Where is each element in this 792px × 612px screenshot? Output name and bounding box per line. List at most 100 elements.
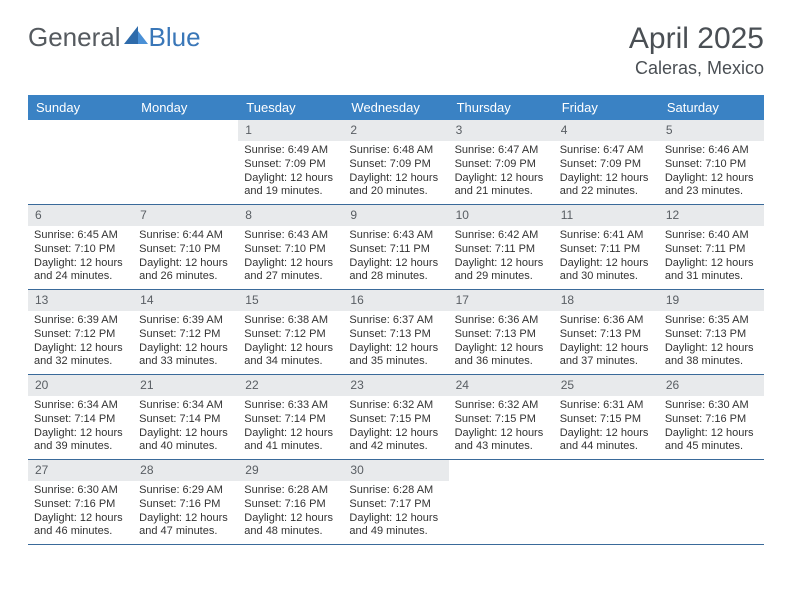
day-of-week-cell: Tuesday: [238, 95, 343, 120]
day-body: Sunrise: 6:34 AMSunset: 7:14 PMDaylight:…: [28, 396, 133, 459]
header: General Blue April 2025 Caleras, Mexico: [28, 22, 764, 79]
page-title-month: April 2025: [629, 22, 764, 56]
day-number: 11: [554, 205, 659, 226]
sunset-text: Sunset: 7:11 PM: [455, 243, 548, 257]
sunset-text: Sunset: 7:16 PM: [244, 498, 337, 512]
calendar-day-empty: [659, 460, 764, 544]
sunrise-text: Sunrise: 6:30 AM: [34, 484, 127, 498]
day-body: Sunrise: 6:43 AMSunset: 7:10 PMDaylight:…: [238, 226, 343, 289]
calendar-day-cell: 8Sunrise: 6:43 AMSunset: 7:10 PMDaylight…: [238, 205, 343, 289]
daylight-text: Daylight: 12 hours and 42 minutes.: [349, 427, 442, 455]
logo: General Blue: [28, 22, 201, 53]
calendar-day-cell: 7Sunrise: 6:44 AMSunset: 7:10 PMDaylight…: [133, 205, 238, 289]
daylight-text: Daylight: 12 hours and 41 minutes.: [244, 427, 337, 455]
calendar-day-cell: 6Sunrise: 6:45 AMSunset: 7:10 PMDaylight…: [28, 205, 133, 289]
day-body: Sunrise: 6:32 AMSunset: 7:15 PMDaylight:…: [343, 396, 448, 459]
sunset-text: Sunset: 7:10 PM: [34, 243, 127, 257]
sunrise-text: Sunrise: 6:34 AM: [139, 399, 232, 413]
day-number: 19: [659, 290, 764, 311]
sunrise-text: Sunrise: 6:39 AM: [139, 314, 232, 328]
day-number: 27: [28, 460, 133, 481]
day-body: Sunrise: 6:47 AMSunset: 7:09 PMDaylight:…: [449, 141, 554, 204]
sunset-text: Sunset: 7:13 PM: [560, 328, 653, 342]
day-body: Sunrise: 6:37 AMSunset: 7:13 PMDaylight:…: [343, 311, 448, 374]
day-of-week-cell: Thursday: [449, 95, 554, 120]
sunrise-text: Sunrise: 6:45 AM: [34, 229, 127, 243]
day-body: Sunrise: 6:44 AMSunset: 7:10 PMDaylight:…: [133, 226, 238, 289]
calendar-day-empty: [449, 460, 554, 544]
day-number: 16: [343, 290, 448, 311]
page-title-location: Caleras, Mexico: [629, 58, 764, 79]
sunset-text: Sunset: 7:12 PM: [244, 328, 337, 342]
day-body: Sunrise: 6:42 AMSunset: 7:11 PMDaylight:…: [449, 226, 554, 289]
sunset-text: Sunset: 7:16 PM: [139, 498, 232, 512]
calendar-day-cell: 25Sunrise: 6:31 AMSunset: 7:15 PMDayligh…: [554, 375, 659, 459]
sunset-text: Sunset: 7:11 PM: [665, 243, 758, 257]
calendar-day-cell: 22Sunrise: 6:33 AMSunset: 7:14 PMDayligh…: [238, 375, 343, 459]
sunrise-text: Sunrise: 6:47 AM: [455, 144, 548, 158]
day-number: 25: [554, 375, 659, 396]
calendar-day-empty: [28, 120, 133, 204]
sunrise-text: Sunrise: 6:34 AM: [34, 399, 127, 413]
calendar-day-cell: 5Sunrise: 6:46 AMSunset: 7:10 PMDaylight…: [659, 120, 764, 204]
day-number: 21: [133, 375, 238, 396]
day-number: 17: [449, 290, 554, 311]
calendar-day-cell: 12Sunrise: 6:40 AMSunset: 7:11 PMDayligh…: [659, 205, 764, 289]
day-number: 20: [28, 375, 133, 396]
daylight-text: Daylight: 12 hours and 29 minutes.: [455, 257, 548, 285]
day-number: 7: [133, 205, 238, 226]
day-body: Sunrise: 6:36 AMSunset: 7:13 PMDaylight:…: [554, 311, 659, 374]
daylight-text: Daylight: 12 hours and 26 minutes.: [139, 257, 232, 285]
day-body: Sunrise: 6:29 AMSunset: 7:16 PMDaylight:…: [133, 481, 238, 544]
day-body: Sunrise: 6:31 AMSunset: 7:15 PMDaylight:…: [554, 396, 659, 459]
day-body: Sunrise: 6:30 AMSunset: 7:16 PMDaylight:…: [659, 396, 764, 459]
day-of-week-header: SundayMondayTuesdayWednesdayThursdayFrid…: [28, 95, 764, 120]
sunrise-text: Sunrise: 6:28 AM: [244, 484, 337, 498]
calendar-week-row: 20Sunrise: 6:34 AMSunset: 7:14 PMDayligh…: [28, 375, 764, 460]
daylight-text: Daylight: 12 hours and 35 minutes.: [349, 342, 442, 370]
daylight-text: Daylight: 12 hours and 49 minutes.: [349, 512, 442, 540]
sunrise-text: Sunrise: 6:46 AM: [665, 144, 758, 158]
sunset-text: Sunset: 7:11 PM: [560, 243, 653, 257]
sunrise-text: Sunrise: 6:40 AM: [665, 229, 758, 243]
calendar-day-cell: 10Sunrise: 6:42 AMSunset: 7:11 PMDayligh…: [449, 205, 554, 289]
sunset-text: Sunset: 7:10 PM: [244, 243, 337, 257]
day-number: 26: [659, 375, 764, 396]
daylight-text: Daylight: 12 hours and 34 minutes.: [244, 342, 337, 370]
daylight-text: Daylight: 12 hours and 20 minutes.: [349, 172, 442, 200]
day-body: Sunrise: 6:39 AMSunset: 7:12 PMDaylight:…: [133, 311, 238, 374]
calendar-day-cell: 30Sunrise: 6:28 AMSunset: 7:17 PMDayligh…: [343, 460, 448, 544]
sunset-text: Sunset: 7:13 PM: [665, 328, 758, 342]
day-number: 9: [343, 205, 448, 226]
day-of-week-cell: Saturday: [659, 95, 764, 120]
daylight-text: Daylight: 12 hours and 24 minutes.: [34, 257, 127, 285]
calendar-day-cell: 20Sunrise: 6:34 AMSunset: 7:14 PMDayligh…: [28, 375, 133, 459]
day-of-week-cell: Monday: [133, 95, 238, 120]
sunrise-text: Sunrise: 6:39 AM: [34, 314, 127, 328]
daylight-text: Daylight: 12 hours and 21 minutes.: [455, 172, 548, 200]
daylight-text: Daylight: 12 hours and 27 minutes.: [244, 257, 337, 285]
calendar-week-row: 6Sunrise: 6:45 AMSunset: 7:10 PMDaylight…: [28, 205, 764, 290]
sunrise-text: Sunrise: 6:36 AM: [455, 314, 548, 328]
calendar-day-cell: 27Sunrise: 6:30 AMSunset: 7:16 PMDayligh…: [28, 460, 133, 544]
day-number: 14: [133, 290, 238, 311]
daylight-text: Daylight: 12 hours and 28 minutes.: [349, 257, 442, 285]
title-block: April 2025 Caleras, Mexico: [629, 22, 764, 79]
sunset-text: Sunset: 7:10 PM: [139, 243, 232, 257]
calendar-week-row: 13Sunrise: 6:39 AMSunset: 7:12 PMDayligh…: [28, 290, 764, 375]
daylight-text: Daylight: 12 hours and 31 minutes.: [665, 257, 758, 285]
calendar: SundayMondayTuesdayWednesdayThursdayFrid…: [28, 95, 764, 545]
day-body: Sunrise: 6:38 AMSunset: 7:12 PMDaylight:…: [238, 311, 343, 374]
sunset-text: Sunset: 7:12 PM: [139, 328, 232, 342]
calendar-day-cell: 14Sunrise: 6:39 AMSunset: 7:12 PMDayligh…: [133, 290, 238, 374]
sunrise-text: Sunrise: 6:36 AM: [560, 314, 653, 328]
day-number: 1: [238, 120, 343, 141]
calendar-day-cell: 13Sunrise: 6:39 AMSunset: 7:12 PMDayligh…: [28, 290, 133, 374]
calendar-day-cell: 15Sunrise: 6:38 AMSunset: 7:12 PMDayligh…: [238, 290, 343, 374]
daylight-text: Daylight: 12 hours and 30 minutes.: [560, 257, 653, 285]
day-body: Sunrise: 6:34 AMSunset: 7:14 PMDaylight:…: [133, 396, 238, 459]
day-number: 15: [238, 290, 343, 311]
sunset-text: Sunset: 7:17 PM: [349, 498, 442, 512]
sunset-text: Sunset: 7:15 PM: [349, 413, 442, 427]
sunset-text: Sunset: 7:15 PM: [455, 413, 548, 427]
